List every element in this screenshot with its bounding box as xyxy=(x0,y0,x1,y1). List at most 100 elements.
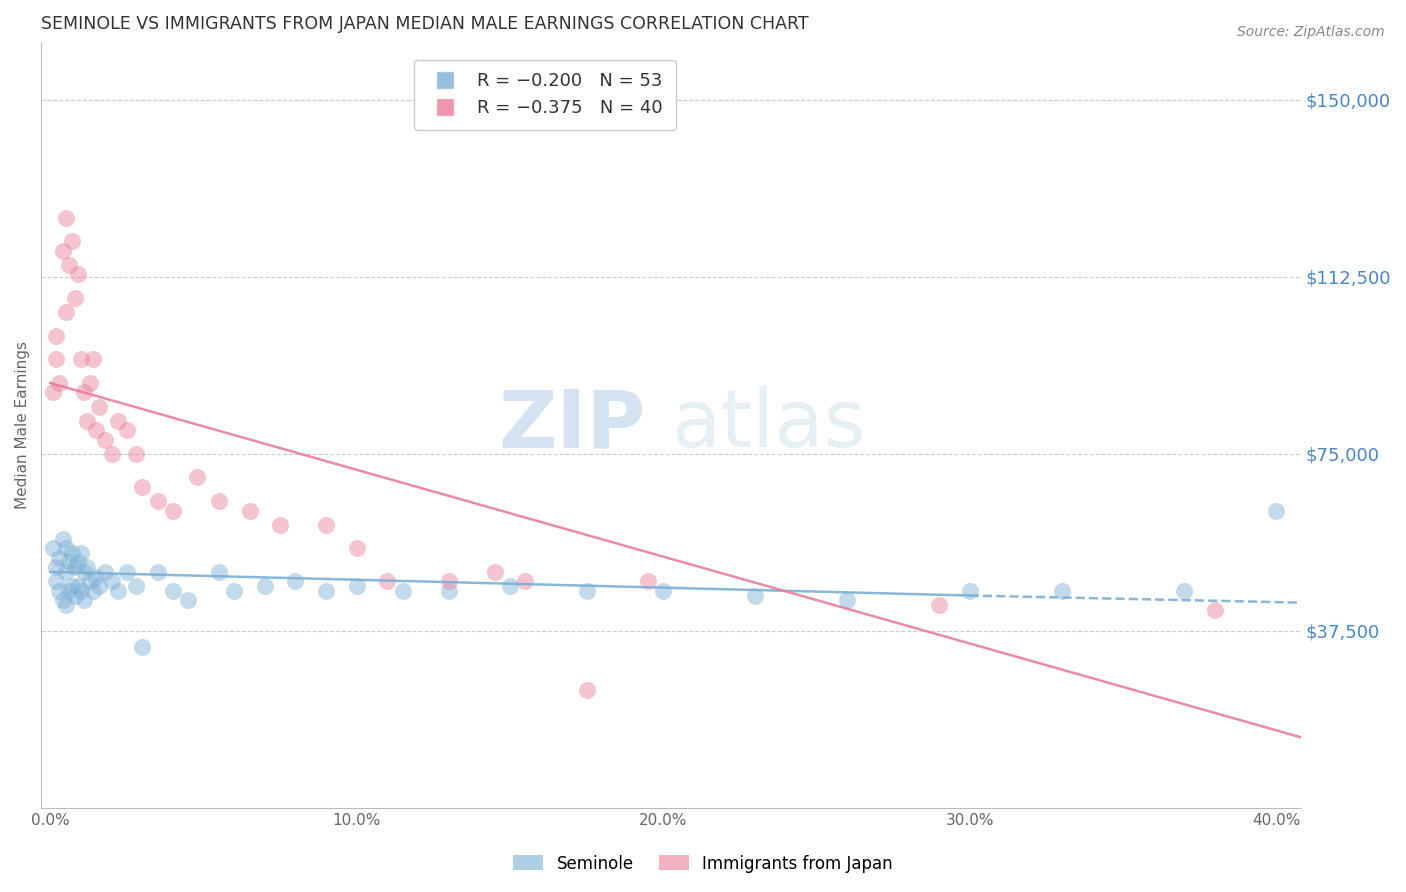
Point xyxy=(437,574,460,589)
Point xyxy=(55,211,77,225)
Point xyxy=(928,598,950,612)
Point xyxy=(45,560,67,574)
Point xyxy=(70,583,93,598)
Point xyxy=(73,565,96,579)
Point xyxy=(315,517,337,532)
Point xyxy=(89,579,111,593)
Point xyxy=(162,503,184,517)
Point xyxy=(146,494,169,508)
Point xyxy=(162,583,184,598)
Point xyxy=(70,546,93,560)
Point xyxy=(744,589,766,603)
Point xyxy=(48,376,70,390)
Y-axis label: Median Male Earnings: Median Male Earnings xyxy=(15,342,30,509)
Point xyxy=(115,423,138,437)
Point xyxy=(45,328,67,343)
Point xyxy=(94,565,117,579)
Legend: R = −0.200   N = 53, R = −0.375   N = 40: R = −0.200 N = 53, R = −0.375 N = 40 xyxy=(415,60,676,130)
Point xyxy=(131,640,153,655)
Point xyxy=(575,583,598,598)
Point xyxy=(1050,583,1073,598)
Point xyxy=(76,560,98,574)
Point xyxy=(51,532,73,546)
Point xyxy=(79,376,101,390)
Text: atlas: atlas xyxy=(671,386,865,465)
Point xyxy=(1204,603,1226,617)
Point xyxy=(63,560,86,574)
Point xyxy=(269,517,291,532)
Point xyxy=(51,593,73,607)
Point xyxy=(284,574,307,589)
Point xyxy=(63,589,86,603)
Point xyxy=(73,385,96,400)
Point xyxy=(637,574,659,589)
Point xyxy=(499,579,522,593)
Point xyxy=(107,414,129,428)
Point xyxy=(115,565,138,579)
Point xyxy=(73,593,96,607)
Point xyxy=(125,447,148,461)
Point xyxy=(58,258,80,272)
Point xyxy=(84,423,107,437)
Point xyxy=(55,541,77,556)
Point xyxy=(208,565,231,579)
Point xyxy=(76,414,98,428)
Point xyxy=(55,565,77,579)
Point xyxy=(484,565,506,579)
Point xyxy=(70,352,93,367)
Point xyxy=(60,546,83,560)
Point xyxy=(79,574,101,589)
Point xyxy=(89,400,111,414)
Point xyxy=(100,574,122,589)
Point xyxy=(51,244,73,258)
Point xyxy=(315,583,337,598)
Point xyxy=(94,433,117,447)
Point xyxy=(238,503,260,517)
Point xyxy=(652,583,675,598)
Point xyxy=(146,565,169,579)
Legend: Seminole, Immigrants from Japan: Seminole, Immigrants from Japan xyxy=(506,848,900,880)
Point xyxy=(575,683,598,698)
Point xyxy=(835,593,858,607)
Point xyxy=(253,579,276,593)
Point xyxy=(100,447,122,461)
Point xyxy=(66,556,89,570)
Point xyxy=(66,268,89,282)
Point xyxy=(48,583,70,598)
Point xyxy=(82,583,104,598)
Point xyxy=(58,556,80,570)
Point xyxy=(45,574,67,589)
Point xyxy=(1173,583,1195,598)
Point xyxy=(82,352,104,367)
Point xyxy=(42,541,65,556)
Point xyxy=(346,579,368,593)
Point xyxy=(42,385,65,400)
Point xyxy=(60,579,83,593)
Point xyxy=(107,583,129,598)
Point xyxy=(1265,503,1288,517)
Point xyxy=(84,569,107,583)
Point xyxy=(58,583,80,598)
Point xyxy=(131,480,153,494)
Point xyxy=(63,291,86,305)
Point xyxy=(437,583,460,598)
Point xyxy=(66,579,89,593)
Point xyxy=(48,550,70,565)
Point xyxy=(60,234,83,248)
Point xyxy=(186,470,208,484)
Point xyxy=(224,583,246,598)
Point xyxy=(125,579,148,593)
Point xyxy=(515,574,537,589)
Text: SEMINOLE VS IMMIGRANTS FROM JAPAN MEDIAN MALE EARNINGS CORRELATION CHART: SEMINOLE VS IMMIGRANTS FROM JAPAN MEDIAN… xyxy=(41,15,808,33)
Point xyxy=(391,583,413,598)
Text: Source: ZipAtlas.com: Source: ZipAtlas.com xyxy=(1237,25,1385,39)
Point xyxy=(55,305,77,319)
Point xyxy=(346,541,368,556)
Point xyxy=(45,352,67,367)
Point xyxy=(377,574,399,589)
Point xyxy=(959,583,981,598)
Point xyxy=(55,598,77,612)
Point xyxy=(177,593,200,607)
Point xyxy=(208,494,231,508)
Text: ZIP: ZIP xyxy=(499,386,645,465)
